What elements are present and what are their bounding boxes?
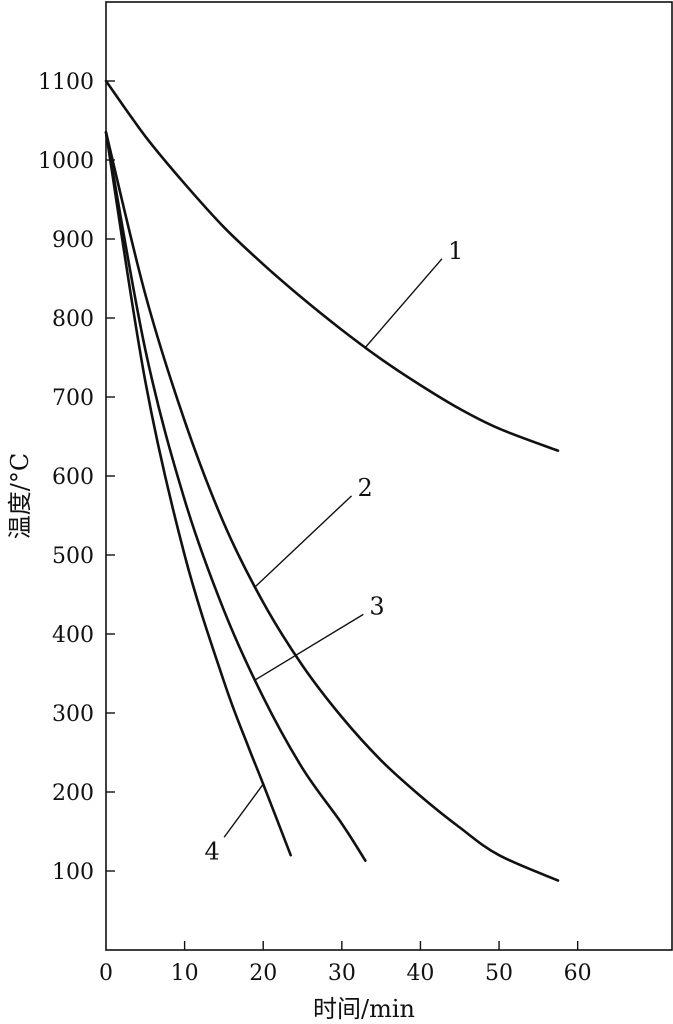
y-tick-label: 1000	[38, 149, 94, 174]
y-tick-label: 100	[52, 860, 94, 885]
x-tick-label: 20	[249, 961, 277, 986]
y-tick-label: 400	[52, 623, 94, 648]
series-4-line	[104, 131, 292, 857]
x-tick-label: 10	[171, 961, 199, 986]
x-axis-title: 时间/min	[313, 995, 415, 1023]
series-4-label: 4	[204, 837, 219, 865]
x-tick-label: 50	[485, 961, 513, 986]
y-tick-label: 900	[52, 228, 94, 253]
y-tick-label: 700	[52, 386, 94, 411]
y-tick-label: 300	[52, 702, 94, 727]
y-tick-label: 1100	[38, 70, 94, 95]
series-2-label: 2	[358, 474, 373, 502]
series-4-leader	[223, 783, 264, 838]
series-3-label: 3	[369, 592, 384, 620]
y-axis-title: 温度/°C	[6, 453, 34, 539]
series-2-leader	[254, 495, 353, 588]
series-3-line	[104, 131, 367, 862]
y-tick-label: 800	[52, 307, 94, 332]
y-tick-label: 500	[52, 544, 94, 569]
series-2-line	[104, 131, 560, 882]
x-tick-label: 60	[564, 961, 592, 986]
series-1-line	[104, 79, 560, 452]
x-tick-label: 0	[99, 961, 113, 986]
x-tick-label: 40	[406, 961, 434, 986]
series-1-label: 1	[448, 237, 463, 265]
plot-frame	[105, 1, 673, 951]
series-1-leader	[364, 258, 443, 348]
series-3-leader	[254, 613, 364, 681]
x-tick-label: 30	[328, 961, 356, 986]
y-tick-label: 200	[52, 781, 94, 806]
y-tick-label: 600	[52, 465, 94, 490]
